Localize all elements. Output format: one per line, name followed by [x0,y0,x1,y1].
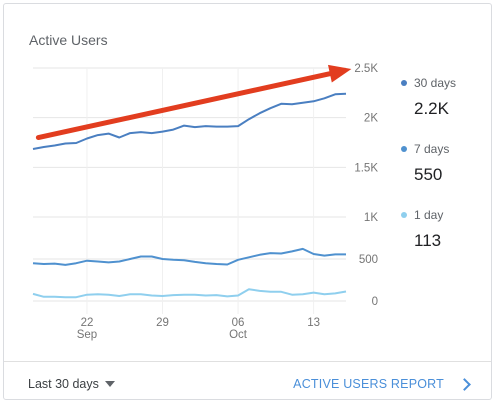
y-tick-label-upper-0: 1.5K [354,162,378,174]
y-tick-label-upper-2: 2.5K [354,63,378,75]
chart-legend: 30 days 2.2K 7 days 550 1 day 113 [401,76,491,274]
y-tick-label-lower-0: 0 [372,296,378,308]
active-users-report-link[interactable]: ACTIVE USERS REPORT [293,377,471,391]
legend-label-1-day: 1 day [414,208,444,222]
legend-dot-1-day [401,212,407,218]
card-title: Active Users [29,32,108,48]
series-line-1-day [32,288,347,299]
legend-dot-30-days [401,80,407,86]
legend-item-1-day: 1 day 113 [401,208,491,274]
y-tick-label-lower-1: 500 [359,254,378,266]
active-users-card: Active Users 1.5K 2K 2.5K 0 500 1K 22 Sep 29 06 Oc… [3,3,492,400]
y-tick-label-upper-1: 2K [364,113,378,125]
chevron-right-icon [458,377,471,391]
x-tick-sublabel-2: Oct [229,329,248,341]
annotation-arrow-head [328,64,352,83]
caret-down-icon [104,381,115,387]
date-range-label: Last 30 days [28,377,99,391]
x-tick-sublabel-0: Sep [77,329,97,341]
legend-label-7-days: 7 days [414,142,450,156]
series-line-30-days [32,92,347,150]
report-link-label: ACTIVE USERS REPORT [293,377,444,391]
x-tick-label-0: 22 [81,317,94,329]
x-tick-label-1: 29 [156,317,169,329]
card-footer: Last 30 days ACTIVE USERS REPORT [4,361,491,402]
date-range-dropdown[interactable]: Last 30 days [28,377,115,391]
legend-value-7-days: 550 [414,165,443,184]
x-tick-label-3: 13 [307,317,320,329]
legend-item-30-days: 30 days 2.2K [401,76,491,142]
series-line-7-days [32,247,346,266]
annotation-arrow-shaft [35,71,333,141]
legend-item-7-days: 7 days 550 [401,142,491,208]
legend-label-30-days: 30 days [414,76,457,90]
legend-value-1-day: 113 [414,231,442,250]
legend-value-30-days: 2.2K [414,99,449,118]
x-tick-label-2: 06 [232,317,245,329]
legend-dot-7-days [401,146,407,152]
y-tick-label-lower-2: 1K [364,212,378,224]
